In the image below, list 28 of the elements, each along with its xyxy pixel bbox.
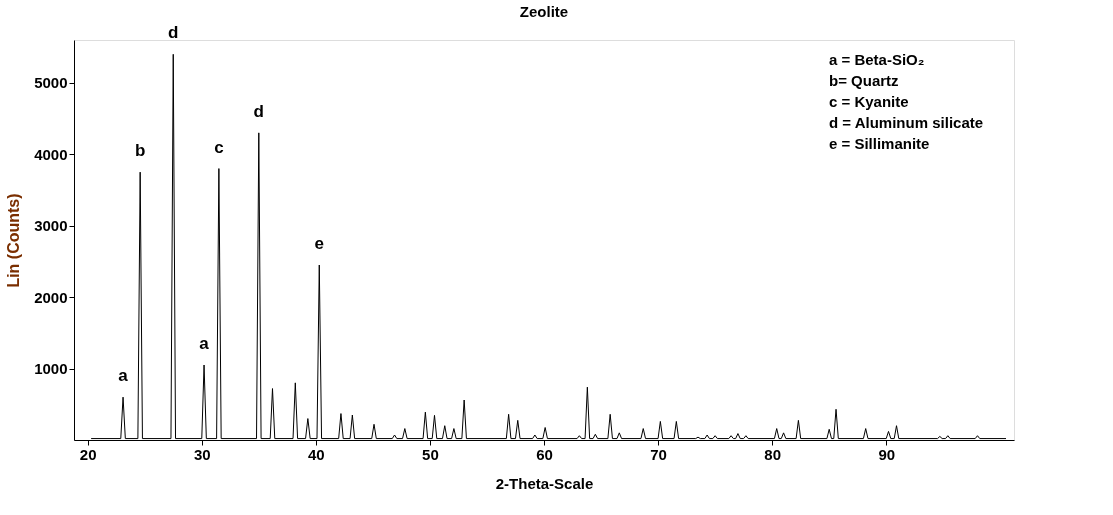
annotation: b: [134, 141, 146, 161]
x-tick-label: 80: [764, 445, 781, 463]
annotation: d: [168, 23, 179, 43]
y-tick-label: 4000: [34, 145, 68, 163]
x-tick-label: 60: [536, 445, 553, 463]
annotation: c: [214, 137, 224, 157]
y-axis-title: Lin (Counts): [5, 193, 23, 288]
x-tick-label: 50: [422, 445, 439, 463]
annotation: d: [253, 101, 264, 121]
y-tick-label: 5000: [34, 74, 68, 92]
annotation: e: [314, 234, 324, 253]
x-axis-title: 2-Theta-Scale: [495, 474, 594, 492]
annotation: c = Kyanite: [829, 93, 909, 110]
annotation: e = Sillimanite: [829, 135, 930, 152]
annotation: d = Aluminum silicate: [829, 114, 984, 131]
x-tick-label: 90: [878, 445, 896, 463]
y-tick-label: 1000: [34, 360, 68, 378]
x-tick-label: 40: [308, 445, 325, 463]
annotation: b= Quartz: [829, 72, 899, 89]
annotation: a: [199, 334, 210, 353]
x-tick-label: 20: [79, 445, 97, 463]
x-tick-label: 70: [650, 445, 667, 463]
x-tick-label: 30: [193, 445, 211, 463]
y-tick-label: 2000: [34, 288, 68, 306]
annotation: a: [118, 366, 129, 386]
annotation: a = Beta-SiO₂: [829, 51, 925, 68]
chart-title: Zeolite: [519, 3, 569, 21]
y-tick-label: 3000: [34, 217, 68, 235]
